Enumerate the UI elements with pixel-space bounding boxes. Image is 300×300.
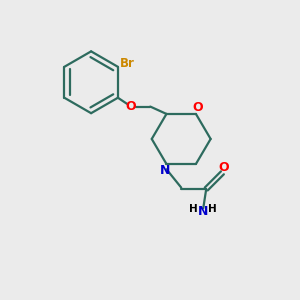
Text: N: N	[198, 205, 208, 218]
Text: H: H	[189, 204, 197, 214]
Text: N: N	[160, 164, 170, 177]
Text: Br: Br	[120, 57, 135, 70]
Text: H: H	[208, 204, 217, 214]
Text: O: O	[219, 161, 229, 174]
Text: O: O	[192, 101, 203, 114]
Text: O: O	[126, 100, 136, 113]
